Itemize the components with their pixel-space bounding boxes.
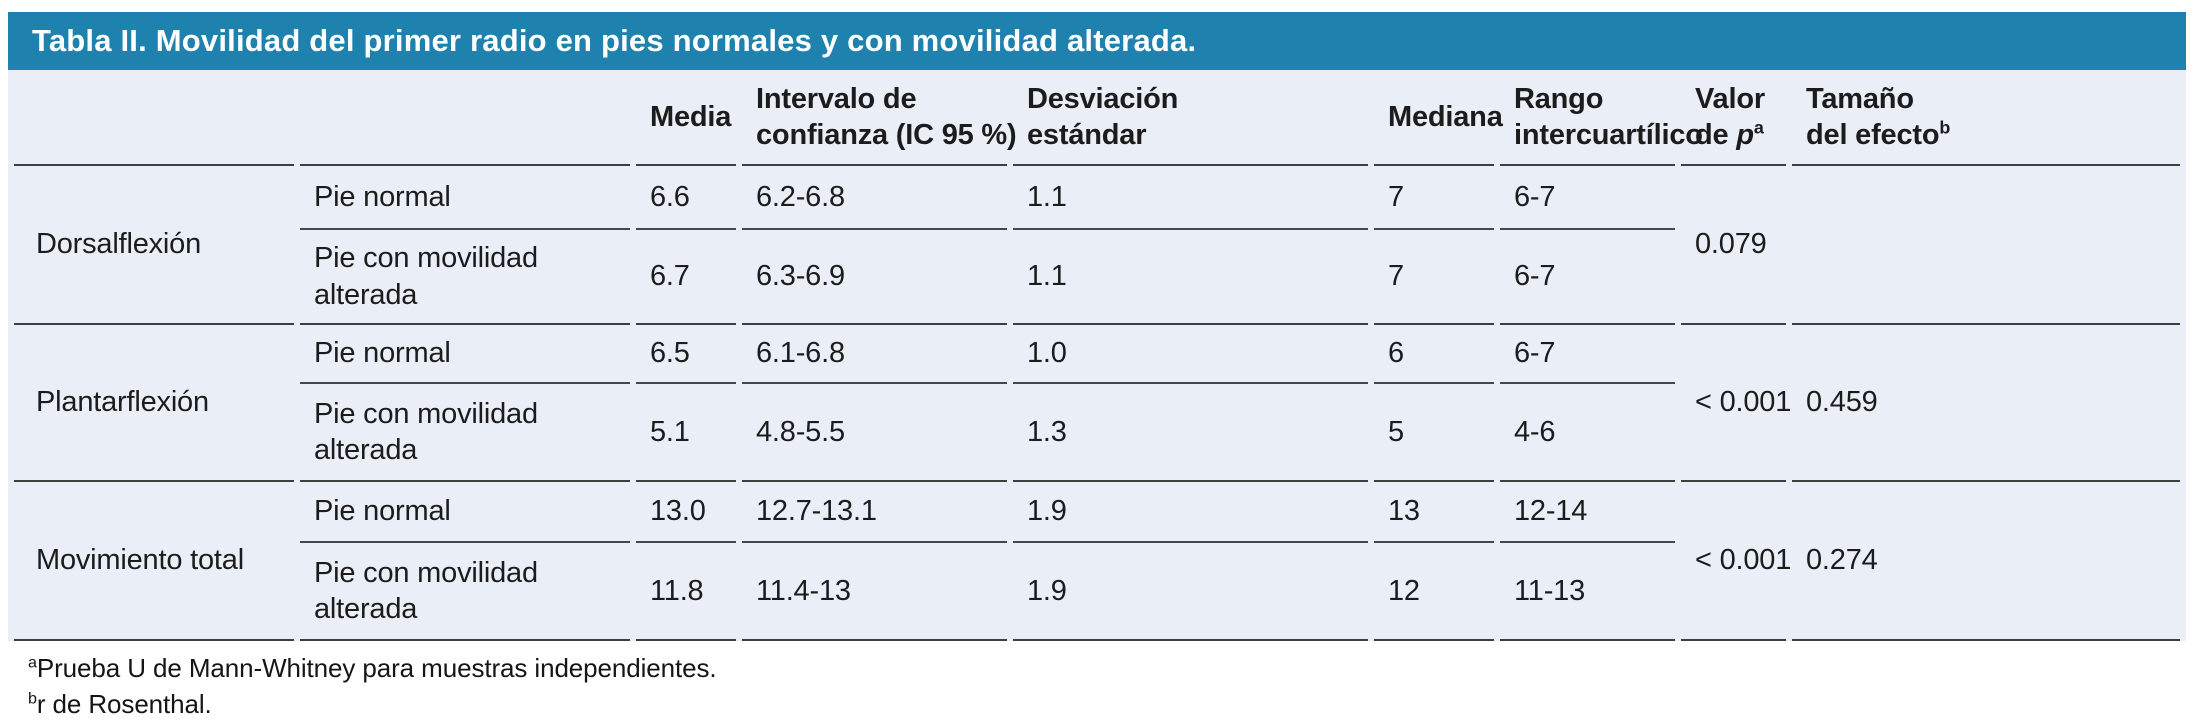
condition-cell: Pie con movilidad alterada (300, 541, 630, 641)
footnotes: aPrueba U de Mann-Whitney para muestras … (28, 650, 717, 722)
statistics-table: Media Intervalo de confianza (IC 95 %) De… (8, 70, 2186, 641)
header-median: Mediana (1374, 70, 1503, 166)
sd-cell: 1.1 (1013, 228, 1368, 323)
condition-cell: Pie con movilidad alterada (300, 382, 630, 480)
group-dorsalflexion: Dorsalflexión Pie normal 6.6 6.2-6.8 1.1… (14, 166, 2180, 323)
effect-size-cell: 0.274 (1792, 480, 2180, 641)
media-cell: 13.0 (636, 480, 736, 541)
group-movimiento-total: Movimiento total Pie normal 13.0 12.7-13… (14, 480, 2180, 641)
median-cell: 12 (1374, 541, 1494, 641)
p-value-cell: < 0.001 (1681, 323, 1791, 480)
sd-cell: 1.0 (1013, 323, 1368, 382)
median-cell: 5 (1374, 382, 1494, 480)
media-cell: 11.8 (636, 541, 736, 641)
table-row: Pie con movilidad alterada 6.7 6.3-6.9 1… (14, 228, 2180, 323)
table-title-bar: Tabla II. Movilidad del primer radio en … (8, 12, 2186, 70)
table-row: Plantarflexión Pie normal 6.5 6.1-6.8 1.… (14, 323, 2180, 418)
header-row: Media Intervalo de confianza (IC 95 %) De… (14, 70, 2180, 166)
sd-cell: 1.9 (1013, 541, 1368, 641)
median-cell: 7 (1388, 180, 1404, 213)
ci-cell: 6.1-6.8 (742, 323, 1007, 382)
table-row: Movimiento total Pie normal 13.0 12.7-13… (14, 480, 2180, 641)
media-cell: 6.5 (636, 323, 736, 382)
median-cell: 6 (1374, 323, 1494, 382)
iqr-cell: 6-7 (1514, 180, 1556, 213)
effect-size-cell: 0.459 (1792, 323, 2180, 480)
sd-cell: 1.9 (1013, 480, 1368, 541)
p-value-cell: < 0.001 (1681, 480, 1791, 641)
iqr-cell: 4-6 (1500, 382, 1675, 480)
condition-cell: Pie normal (300, 480, 630, 541)
table-row: Dorsalflexión Pie normal 6.6 6.2-6.8 1.1… (14, 166, 2180, 261)
ci-cell: 6.3-6.9 (742, 228, 1007, 323)
table-row: Pie con movilidad alterada 11.8 11.4-13 … (14, 541, 2180, 641)
media-cell: 6.7 (636, 228, 736, 323)
header-effect-size: Tamaño del efectob (1792, 70, 2180, 166)
ci-cell: 11.4-13 (742, 541, 1007, 641)
p-value-cell: 0.079 (1695, 228, 1767, 261)
group-plantarflexion: Plantarflexión Pie normal 6.5 6.1-6.8 1.… (14, 323, 2180, 480)
condition-cell: Pie con movilidad alterada (300, 228, 630, 323)
condition-cell: Pie normal (314, 180, 451, 213)
header-interquartile-range: Rango intercuartílico (1500, 70, 1703, 166)
footnote-b: br de Rosenthal. (28, 689, 212, 719)
table-title: Tabla II. Movilidad del primer radio en … (32, 23, 1197, 58)
header-media: Media (636, 70, 736, 166)
iqr-cell: 12-14 (1500, 480, 1675, 541)
group-label-cell: Plantarflexión (14, 323, 294, 480)
condition-cell: Pie normal (300, 323, 630, 382)
header-empty-condition (300, 70, 630, 166)
media-cell: 6.6 (650, 180, 690, 213)
sd-cell: 1.3 (1013, 382, 1368, 480)
table-row: Pie con movilidad alterada 5.1 4.8-5.5 1… (14, 382, 2180, 480)
footnote-a: aPrueba U de Mann-Whitney para muestras … (28, 653, 717, 683)
iqr-cell: 6-7 (1500, 228, 1675, 323)
header-p-value: Valor de pa (1681, 70, 1786, 166)
effect-size-cell (1792, 166, 2180, 323)
ci-cell: 6.2-6.8 (756, 180, 845, 213)
ci-cell: 12.7-13.1 (742, 480, 1007, 541)
median-cell: 7 (1374, 228, 1494, 323)
group-label-cell: Movimiento total (14, 480, 294, 641)
sd-cell: 1.1 (1027, 180, 1067, 213)
media-cell: 5.1 (636, 382, 736, 480)
median-cell: 13 (1374, 480, 1494, 541)
ci-cell: 4.8-5.5 (742, 382, 1007, 480)
iqr-cell: 11-13 (1500, 541, 1675, 641)
header-standard-deviation: Desviación estándar (1013, 70, 1368, 166)
header-empty-group (14, 70, 294, 166)
iqr-cell: 6-7 (1500, 323, 1675, 382)
header-confidence-interval: Intervalo de confianza (IC 95 %) (742, 70, 1017, 166)
group-label-cell: Dorsalflexión (36, 228, 202, 261)
